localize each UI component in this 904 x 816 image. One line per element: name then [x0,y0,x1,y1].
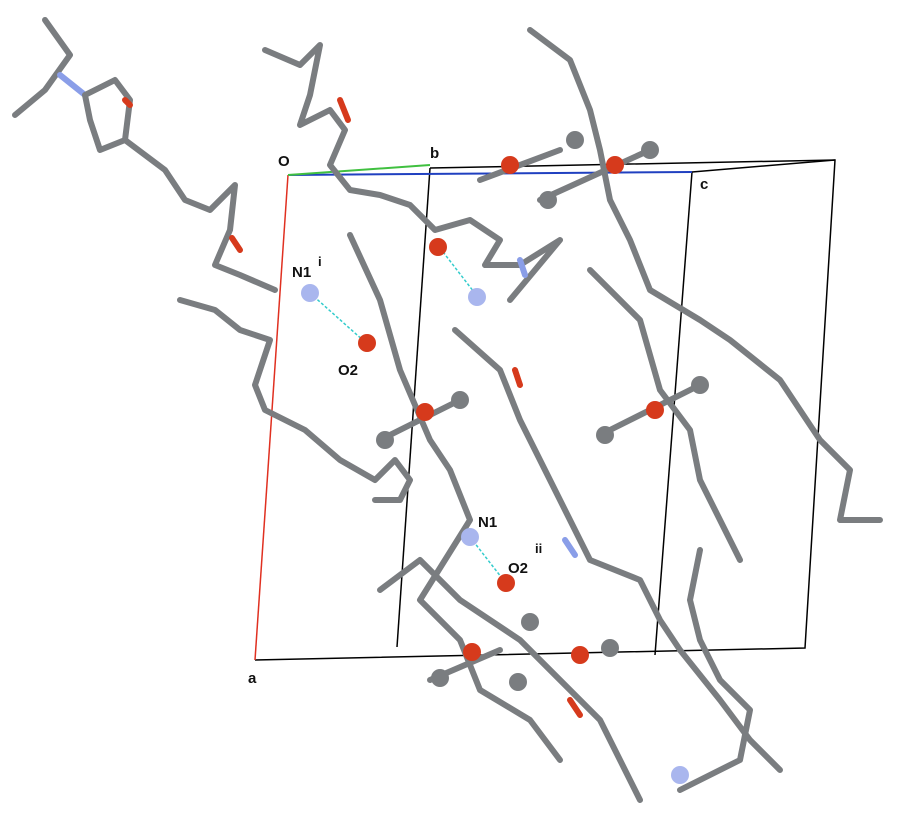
bond [125,140,275,290]
atom [376,431,394,449]
atom [646,401,664,419]
atom-n [461,528,479,546]
atom-label: O2 [508,560,528,577]
bond [540,150,650,200]
axis-label: c [700,176,708,193]
bond [680,550,750,790]
atom-o [429,238,447,256]
atom [606,156,624,174]
symmetry-code: i [318,254,322,269]
hydrogen-bond [440,248,477,296]
atom-n [301,284,319,302]
atom [416,403,434,421]
atom [539,191,557,209]
bond [180,300,410,500]
atom-label: O2 [338,362,358,379]
crystal-packing: O b c a N1 i O2 N1 O2 ii [0,0,904,811]
atom [601,639,619,657]
atom-label: N1 [478,514,497,531]
cell-edge [255,160,835,660]
atom [671,766,689,784]
atom [501,156,519,174]
bond [60,75,85,95]
bond [565,540,575,555]
atom [571,646,589,664]
atom [509,673,527,691]
bond [340,100,348,120]
atom-label: N1 [292,264,311,281]
bond [125,100,130,105]
atom-n [468,288,486,306]
bond [15,20,70,115]
axis-label: b [430,145,439,162]
atom [431,669,449,687]
molecules [15,20,880,800]
atom [521,613,539,631]
atom [691,376,709,394]
atom [463,643,481,661]
axis-label: O [278,153,290,170]
atom [641,141,659,159]
atom [596,426,614,444]
bond [232,238,240,250]
bond [515,370,520,385]
axis-label: a [248,670,257,687]
atom [451,391,469,409]
atom-o [358,334,376,352]
atom [566,131,584,149]
hydrogen-bond [310,293,365,342]
symmetry-code: ii [535,541,542,556]
